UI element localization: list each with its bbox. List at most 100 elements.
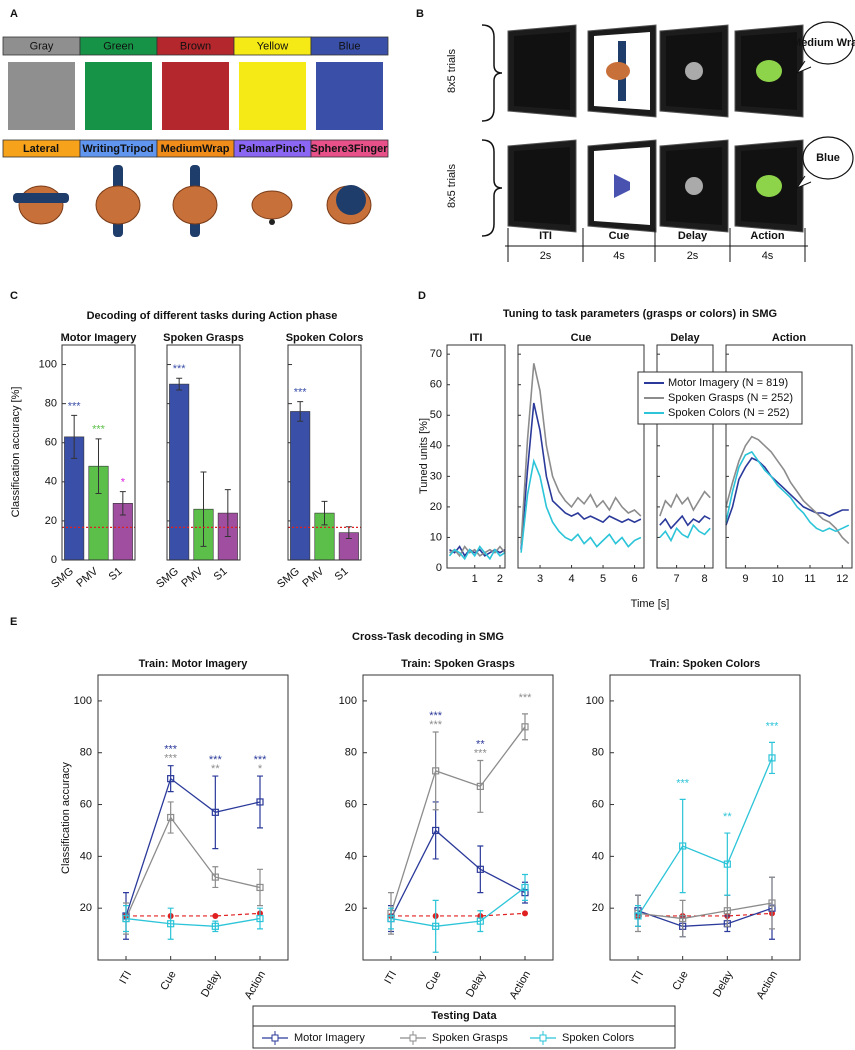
phase-name: Cue bbox=[609, 230, 630, 242]
grasp-name: MediumWrap bbox=[161, 143, 230, 155]
x-tick-label: Action bbox=[754, 969, 780, 1001]
y-tick-label: 100 bbox=[586, 695, 604, 707]
y-tick-label: 100 bbox=[339, 695, 357, 707]
error-bar bbox=[123, 904, 129, 933]
significance: *** bbox=[294, 387, 308, 399]
bar bbox=[169, 383, 190, 561]
x-tick-label: SMG bbox=[275, 565, 302, 590]
error-bar bbox=[724, 832, 731, 896]
series-line bbox=[520, 402, 642, 550]
color-square bbox=[239, 62, 306, 130]
error-bar bbox=[167, 907, 174, 940]
significance: * bbox=[258, 763, 263, 775]
phase-name: ITI bbox=[539, 230, 552, 242]
series-line bbox=[659, 523, 711, 543]
error-bar bbox=[71, 414, 78, 459]
significance: *** bbox=[429, 710, 443, 722]
grasp-object bbox=[336, 185, 366, 215]
subplot-title: Spoken Grasps bbox=[163, 332, 244, 344]
axes-frame bbox=[362, 674, 554, 961]
y-tick-label: 60 bbox=[430, 379, 442, 391]
error-bar bbox=[167, 801, 174, 834]
significance: *** bbox=[676, 777, 690, 789]
series-line bbox=[520, 363, 642, 544]
axes-frame bbox=[446, 344, 506, 569]
significance: *** bbox=[173, 363, 187, 375]
speech-bubble bbox=[802, 21, 854, 65]
error-bar bbox=[432, 731, 439, 811]
hand bbox=[251, 190, 293, 220]
legend-swatch bbox=[409, 1034, 417, 1042]
error-bar bbox=[432, 801, 439, 860]
error-bar bbox=[212, 866, 219, 889]
axes-frame bbox=[517, 344, 645, 569]
error-bar bbox=[432, 899, 439, 953]
error-bar bbox=[321, 500, 328, 526]
chance-line bbox=[391, 912, 526, 917]
x-tick-label: ITI bbox=[382, 969, 399, 986]
phase-name: Delay bbox=[678, 230, 708, 242]
axes-frame bbox=[609, 674, 801, 961]
y-tick-label: 40 bbox=[80, 850, 92, 862]
error-bar bbox=[119, 491, 126, 516]
panel-label: D bbox=[418, 290, 426, 302]
x-tick-label: Cue bbox=[423, 969, 443, 992]
grasp-name: Sphere3Finger bbox=[310, 143, 388, 155]
panel-label: B bbox=[416, 8, 424, 20]
x-tick-label: 8 bbox=[702, 573, 708, 585]
error-bar bbox=[95, 438, 102, 495]
point-marker bbox=[476, 917, 484, 925]
error-bar bbox=[635, 904, 641, 927]
point-marker bbox=[432, 922, 440, 930]
x-tick-label: S1 bbox=[212, 565, 230, 583]
hand bbox=[95, 185, 141, 225]
chart-title: Cross-Task decoding in SMG bbox=[352, 631, 504, 643]
cue-color bbox=[614, 174, 630, 198]
color-square bbox=[85, 62, 152, 130]
series-line bbox=[637, 907, 773, 927]
error-bar bbox=[297, 401, 304, 422]
x-tick-label: 4 bbox=[568, 573, 574, 585]
legend-label: Motor Imagery bbox=[294, 1032, 365, 1044]
x-tick-label: 11 bbox=[804, 573, 815, 585]
significance: ** bbox=[476, 738, 485, 750]
point-marker bbox=[521, 723, 529, 731]
x-tick-label: ITI bbox=[629, 969, 646, 986]
y-tick-label: 40 bbox=[45, 476, 57, 488]
legend-swatch bbox=[539, 1034, 547, 1042]
point-marker bbox=[211, 873, 219, 881]
x-tick-label: SMG bbox=[49, 565, 76, 590]
chart-title: Decoding of different tasks during Actio… bbox=[87, 310, 338, 322]
response-text: Medium Wrap bbox=[792, 37, 855, 49]
phase-duration: 2s bbox=[687, 250, 699, 262]
hand bbox=[18, 185, 64, 225]
y-tick-label: 30 bbox=[430, 470, 442, 482]
significance: *** bbox=[164, 753, 178, 765]
panel-label: E bbox=[10, 616, 17, 628]
color-name: Brown bbox=[180, 40, 211, 52]
significance: ** bbox=[723, 811, 732, 823]
grasp-name: Lateral bbox=[23, 143, 59, 155]
series-line bbox=[125, 816, 261, 919]
significance: *** bbox=[766, 720, 780, 732]
color-square bbox=[316, 62, 383, 130]
error-bar bbox=[522, 713, 528, 741]
series-line bbox=[659, 514, 711, 530]
phase-duration: 2s bbox=[540, 250, 552, 262]
x-axis-label: Time [s] bbox=[631, 598, 670, 610]
y-tick-label: 40 bbox=[345, 850, 357, 862]
point-marker bbox=[476, 782, 484, 791]
error-bar bbox=[477, 910, 484, 933]
significance: * bbox=[121, 476, 126, 488]
cue-hand bbox=[606, 62, 630, 80]
x-tick-label: Delay bbox=[199, 969, 224, 1000]
chance-line bbox=[126, 912, 261, 917]
significance: ** bbox=[211, 763, 220, 775]
error-bar bbox=[477, 759, 484, 813]
point-marker bbox=[256, 883, 264, 892]
point-marker bbox=[211, 808, 219, 816]
x-tick-label: 7 bbox=[674, 573, 680, 585]
x-tick-label: Action bbox=[242, 969, 268, 1001]
series-line bbox=[390, 886, 526, 927]
series-line bbox=[448, 545, 506, 561]
